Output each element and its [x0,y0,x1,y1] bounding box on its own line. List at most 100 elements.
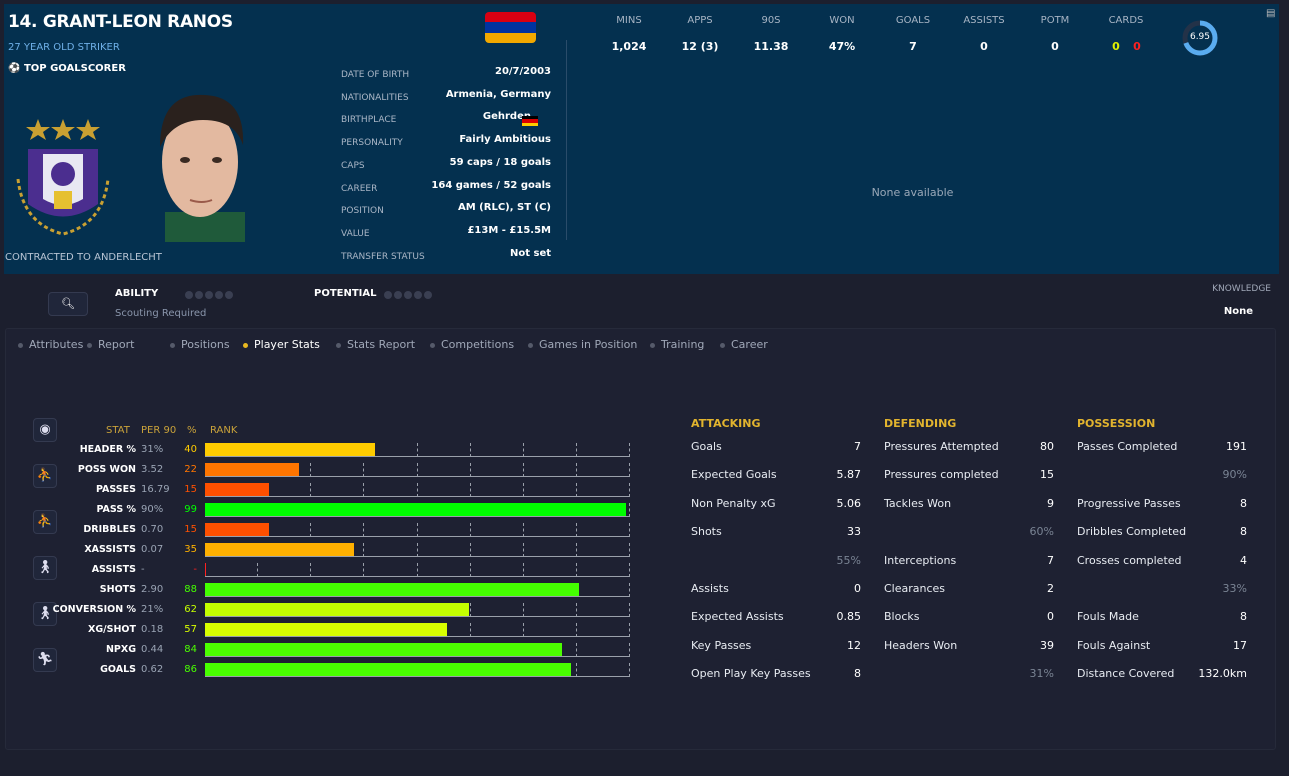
gridline [257,563,259,577]
stat-value: 191 [1226,440,1247,453]
rank-bar-track [205,523,630,537]
tab-games-in-position[interactable]: Games in Position [528,338,637,351]
info-label: TRANSFER STATUS [341,251,425,262]
gridline [310,463,312,477]
info-value: 164 games / 52 goals [431,179,551,191]
stat-per90: 3.52 [141,464,164,475]
stat-name: Passes Completed [1077,440,1178,453]
contract-status: CONTRACTED TO ANDERLECHT [5,252,162,263]
gridline [629,623,630,637]
clipboard-icon[interactable]: ▤ [1266,8,1276,19]
season-stat-value: 47% [828,40,856,53]
season-stat-value: 7 [909,40,917,53]
tab-training[interactable]: Training [650,338,704,351]
gridline [363,483,365,497]
category-title: POSSESSION [1077,417,1156,430]
season-stat-label: GOALS [895,15,931,26]
award: ⚽ TOP GOALSCORER [8,63,126,74]
tab-positions[interactable]: Positions [170,338,230,351]
tab-report[interactable]: Report [87,338,134,351]
info-label: BIRTHPLACE [341,115,397,126]
rank-bar-track [205,543,630,557]
germany-flag [522,116,538,126]
gridline [416,463,418,477]
tab-player-stats[interactable]: Player Stats [243,338,320,351]
gridline [310,563,312,577]
nationality-flag [485,12,536,43]
rank-bar-track [205,563,630,577]
slide-icon[interactable]: ⛹ [33,510,57,534]
player-role-icon[interactable]: ◉ [33,418,57,442]
stat-value: 0 [854,582,861,595]
gridline [575,563,577,577]
stat-label: CONVERSION % [52,604,136,615]
tackle-icon[interactable]: ⛹ [33,464,57,488]
player-name: 14. GRANT-LEON RANOS [8,12,233,32]
stat-value: 39 [1040,638,1054,652]
info-value: 59 caps / 18 goals [449,156,551,168]
stat-label: ASSISTS [91,564,136,575]
gridline [416,563,418,577]
gridline [629,503,630,517]
gridline [629,563,630,577]
stat-per90: 90% [141,504,164,515]
tab-career[interactable]: Career [720,338,768,351]
stat-rank: 15 [184,524,197,535]
category-title: DEFENDING [884,417,957,430]
info-value: Not set [509,247,551,259]
stat-per90: - [141,564,145,575]
stat-value: 7 [854,440,861,453]
info-value: Fairly Ambitious [459,134,551,146]
info-value: Armenia, Germany [445,88,551,100]
rank-bar [205,503,626,516]
rank-bar [205,623,448,636]
stat-value: 0 [1047,610,1054,624]
stat-value: 15 [1040,468,1054,482]
season-stat-label: POTM [1040,15,1070,26]
dribble-icon[interactable]: 🚶︎ [33,556,57,580]
stat-value: 9 [1047,496,1054,510]
stat-rank: 86 [184,664,197,675]
gridline [629,663,630,677]
gridline [629,443,630,457]
header-stat: STAT [106,425,130,436]
stat-name: Interceptions [884,553,957,567]
scout-search-button[interactable]: 🔍︎ [48,292,88,316]
info-label: PERSONALITY [341,138,403,149]
divider [566,40,567,240]
search-icon: 🔍︎ [61,297,75,310]
info-label: VALUE [341,228,370,239]
gridline [575,523,577,537]
rank-bar [205,563,206,576]
stat-value: 5.06 [836,496,862,510]
stat-value: 31% [1029,667,1054,681]
stat-value: 5.87 [836,468,862,482]
stat-per90: 0.44 [141,644,164,655]
tab-stats-report[interactable]: Stats Report [336,338,415,351]
stat-name: Non Penalty xG [691,496,776,510]
stat-rank: 88 [184,584,197,595]
stat-label: DRIBBLES [83,524,136,535]
gridline [310,523,312,537]
stat-rank: 35 [184,544,197,555]
running-icon[interactable]: 🏃︎ [33,648,57,672]
gridline [575,543,577,557]
rank-bar [205,463,299,476]
stat-name: Distance Covered [1077,667,1175,681]
stat-value: 33 [847,525,861,539]
info-label: DATE OF BIRTH [341,70,410,80]
tab-attributes[interactable]: Attributes [18,338,83,351]
rank-bar [205,543,354,556]
player-subtitle: 27 YEAR OLD STRIKER [8,42,120,53]
stat-name: Dribbles Completed [1077,525,1187,539]
rating-value: 6.95 [1189,32,1211,42]
season-stat-value: 11.38 [753,40,789,53]
ability-stars [185,289,235,302]
gridline [310,483,312,497]
gridline [363,463,365,477]
stat-name: Clearances [884,582,946,595]
tab-competitions[interactable]: Competitions [430,338,514,351]
shooting-icon[interactable]: 🚶︎ [33,602,57,626]
rank-bar [205,583,579,596]
gridline [575,643,577,657]
